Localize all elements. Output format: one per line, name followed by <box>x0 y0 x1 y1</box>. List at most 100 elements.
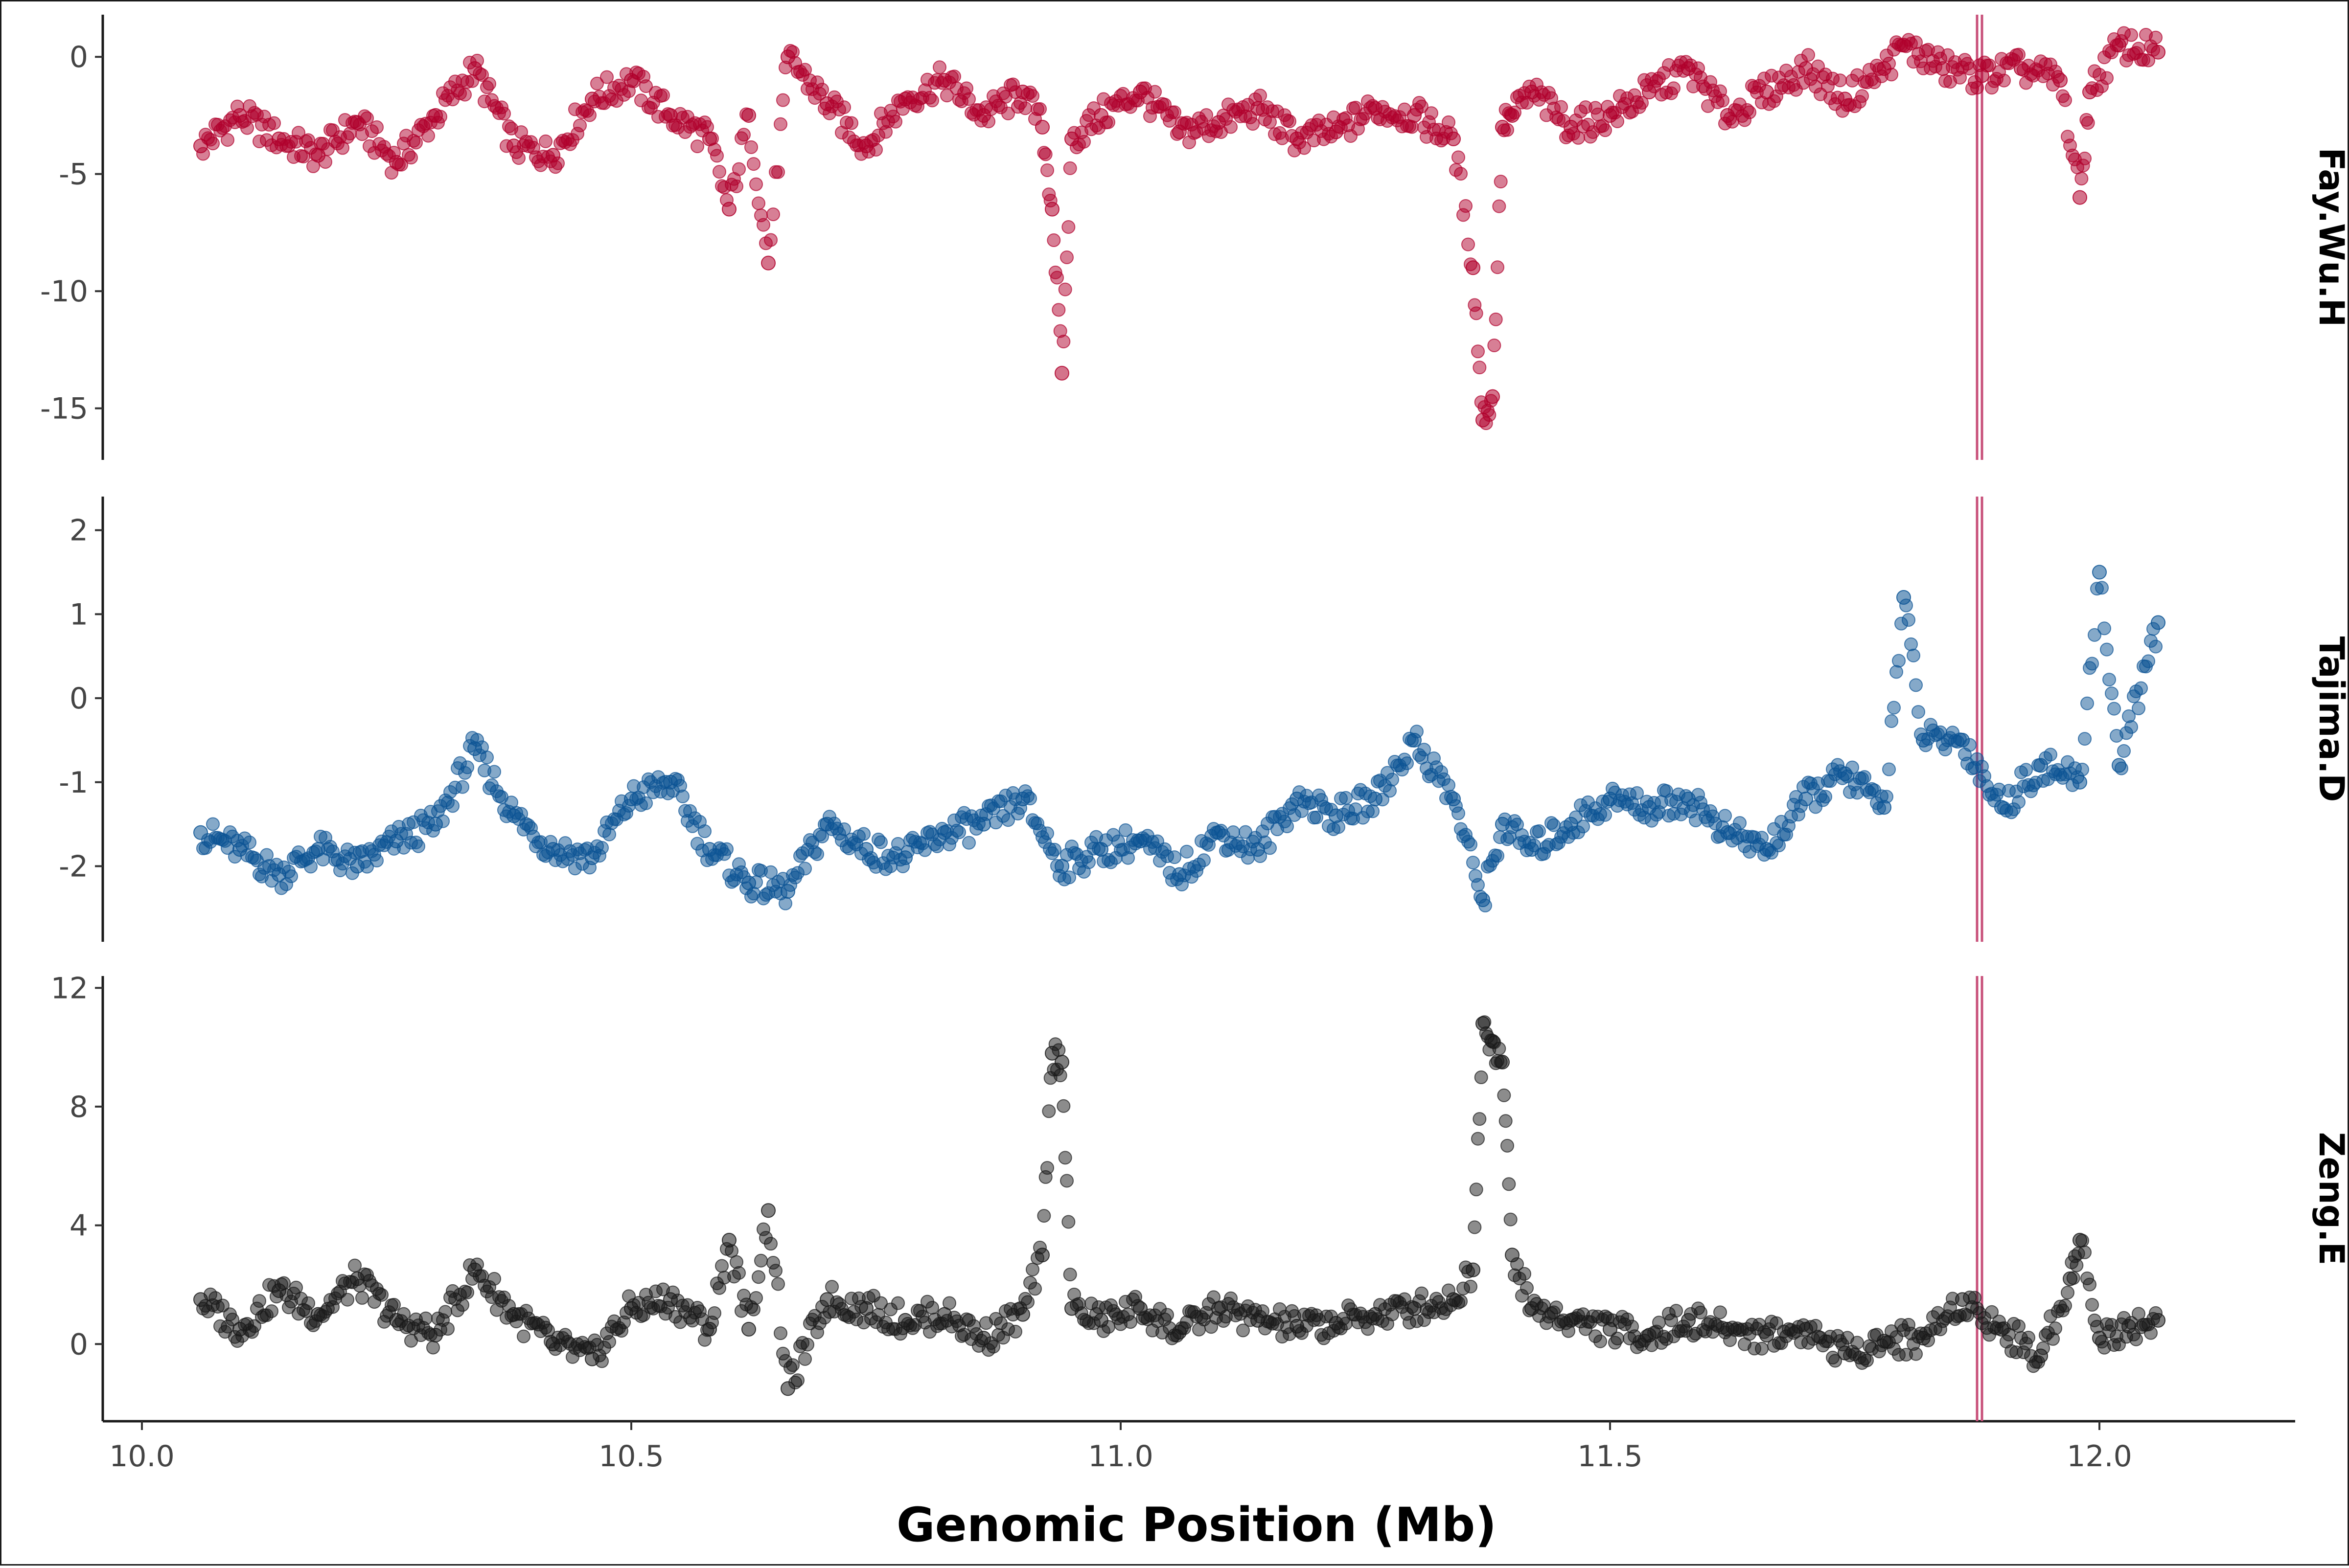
data-point <box>761 1203 776 1218</box>
trace-point <box>1040 1161 1054 1175</box>
trace-point <box>248 1319 261 1333</box>
trace-point <box>1461 237 1475 251</box>
trace-point <box>676 789 690 803</box>
trace-point <box>1053 1068 1067 1083</box>
trace-point <box>1466 856 1480 870</box>
trace-point <box>1038 147 1053 161</box>
trace-point <box>1180 844 1194 859</box>
trace-point <box>771 1277 785 1291</box>
y-tick-label: 4 <box>69 1209 88 1243</box>
trace-point <box>434 110 447 124</box>
y-tick-label: -5 <box>59 158 88 192</box>
trace-point <box>1253 89 1267 103</box>
trace-point <box>1845 760 1859 774</box>
series-trace <box>196 26 2163 431</box>
trace-point <box>1063 161 1077 175</box>
trace-point <box>1569 810 1583 824</box>
trace-point <box>2012 795 2026 809</box>
trace-point <box>2088 628 2101 642</box>
trace-point <box>602 1335 616 1349</box>
trace-point <box>375 1288 389 1302</box>
trace-point <box>446 799 460 813</box>
trace-point <box>837 822 851 836</box>
trace-point <box>1058 282 1072 296</box>
trace-point <box>226 1313 239 1327</box>
trace-point <box>962 836 976 850</box>
trace-point <box>708 1306 721 1320</box>
y-tick-label: -2 <box>59 849 88 884</box>
trace-point <box>744 140 758 154</box>
trace-point <box>1013 801 1027 815</box>
trace-point <box>1057 335 1071 349</box>
trace-point <box>1855 89 1869 103</box>
trace-point <box>1043 194 1058 208</box>
trace-point <box>854 1299 868 1314</box>
trace-point <box>943 1296 956 1310</box>
trace-point <box>1102 115 1115 129</box>
trace-point <box>1532 824 1546 838</box>
trace-point <box>639 79 653 93</box>
trace-point <box>1339 791 1353 805</box>
trace-point <box>2097 621 2111 636</box>
trace-point <box>497 107 511 121</box>
trace-point <box>2019 763 2033 777</box>
y-tick-label: 2 <box>69 514 88 548</box>
trace-point <box>771 165 785 179</box>
trace-point <box>757 218 770 232</box>
trace-point <box>1060 250 1074 265</box>
trace-point <box>370 120 384 134</box>
trace-point <box>355 1291 369 1305</box>
trace-point <box>370 853 384 867</box>
trace-point <box>196 147 210 161</box>
trace-point <box>713 165 726 179</box>
trace-point <box>747 157 760 171</box>
trace-point <box>1366 804 1380 818</box>
trace-point <box>475 68 489 82</box>
trace-point <box>1310 810 1323 824</box>
y-tick-label: 0 <box>69 1327 88 1362</box>
trace-point <box>1909 678 1923 692</box>
y-tick-label: 8 <box>69 1090 88 1124</box>
trace-point <box>776 93 790 107</box>
trace-point <box>739 107 753 121</box>
trace-point <box>600 70 614 84</box>
trace-point <box>1009 1324 1022 1339</box>
trace-point <box>1047 233 1061 248</box>
trace-point <box>2075 763 2089 777</box>
facet-label: Fay.Wu.H <box>2311 148 2349 327</box>
trace-point <box>2074 172 2089 186</box>
trace-point <box>896 859 910 873</box>
trace-point <box>1858 770 1871 784</box>
trace-point <box>1415 99 1428 114</box>
trace-point <box>1484 394 1498 408</box>
y-tick-label: -15 <box>40 392 88 426</box>
trace-point <box>2142 654 2155 668</box>
trace-point <box>1794 799 1808 813</box>
trace-point <box>1899 598 1913 613</box>
trace-point <box>487 765 501 779</box>
trace-point <box>2095 581 2109 595</box>
trace-point <box>732 162 746 176</box>
trace-point <box>1716 93 1729 108</box>
trace-point <box>987 1340 1000 1354</box>
trace-point <box>801 1338 814 1352</box>
trace-point <box>1087 101 1101 115</box>
trace-point <box>845 116 858 130</box>
trace-point <box>732 1266 746 1280</box>
trace-point <box>2080 696 2094 710</box>
panel-fay-wu-h: 0 -5 -10 -15 Fay.Wu.H <box>40 15 2349 460</box>
trace-point <box>798 862 812 876</box>
trace-point <box>1023 792 1037 806</box>
trace-point <box>1911 705 1925 719</box>
trace-point <box>874 1296 888 1310</box>
trace-point <box>661 1300 675 1315</box>
trace-point <box>1037 1209 1051 1223</box>
trace-point <box>1028 1282 1042 1296</box>
trace-point <box>2078 732 2092 746</box>
trace-point <box>2102 673 2116 687</box>
trace-point <box>500 139 513 153</box>
trace-point <box>1062 870 1076 885</box>
trace-point <box>1491 849 1504 863</box>
trace-point <box>517 1329 530 1343</box>
